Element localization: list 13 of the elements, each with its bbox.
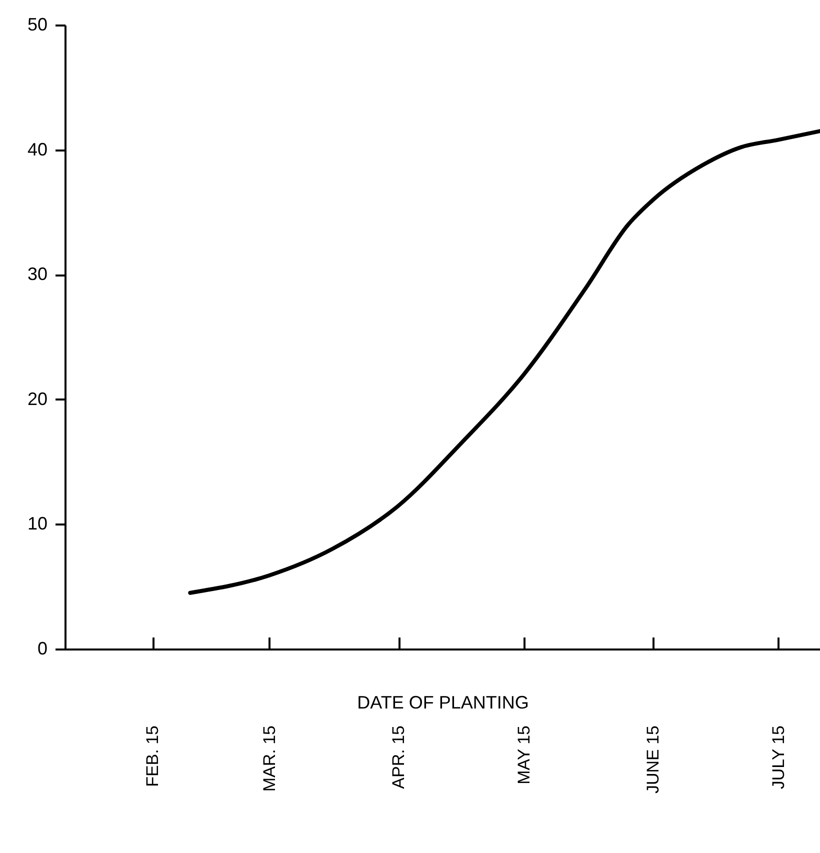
y-tick-label: 30 [27,264,48,284]
x-tick-label: MAR. 15 [260,726,279,792]
y-tick-label: 10 [27,514,48,534]
x-tick-label: JULY 15 [768,726,788,790]
y-tick-label: 20 [27,388,48,409]
x-axis-title: DATE OF PLANTING [357,692,529,712]
x-tick-label: MAY 15 [514,726,534,784]
x-tick-label: JUNE 15 [644,726,663,794]
y-tick-label: 0 [37,638,48,658]
y-tick-label: 50 [27,14,48,34]
y-tick-label: 40 [27,139,48,160]
x-tick-label: APR. 15 [389,726,408,789]
x-tick-label: FEB. 15 [143,726,162,787]
